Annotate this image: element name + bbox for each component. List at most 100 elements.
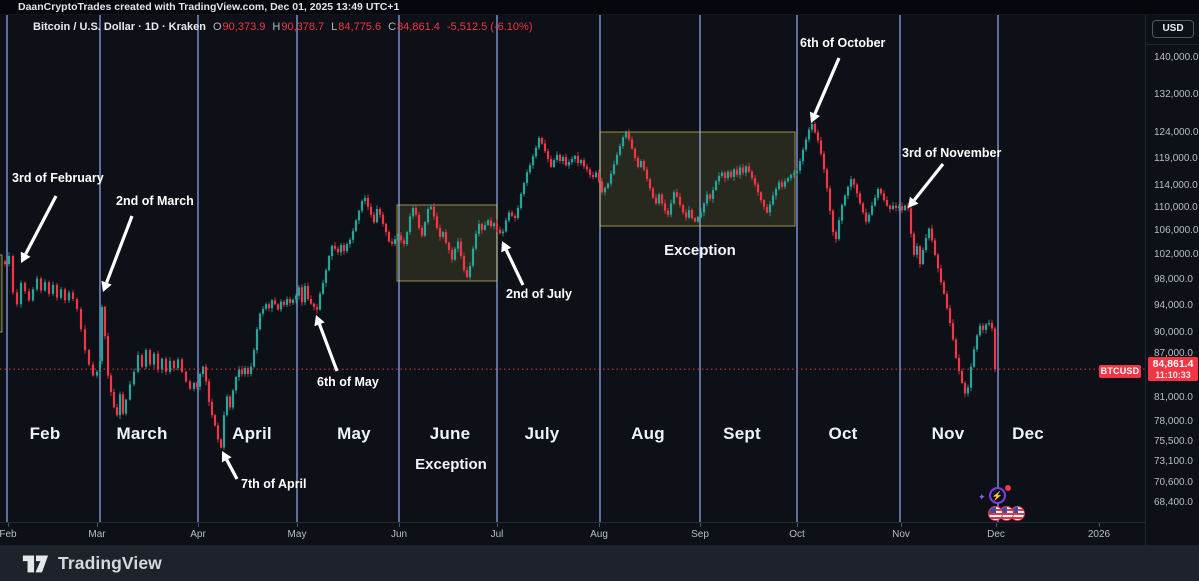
- candle-body: [927, 228, 931, 238]
- candle-body: [118, 394, 122, 416]
- candle-body: [858, 193, 862, 204]
- candle-body: [822, 153, 826, 170]
- candle-body: [993, 328, 997, 370]
- lightning-event-icon[interactable]: ⚡: [989, 487, 1006, 504]
- candle-body: [564, 156, 568, 166]
- annotation-arrow[interactable]: [24, 195, 58, 255]
- price-tick-label: 110,000.0: [1154, 201, 1198, 213]
- price-axis[interactable]: USD 140,000.0 132,000.0 124,000.0 119,000.0…: [1145, 15, 1199, 545]
- candle-body: [900, 206, 904, 211]
- candle-body: [789, 174, 793, 179]
- candle-body: [516, 207, 520, 219]
- time-tick-mark: [1099, 523, 1100, 527]
- candle-body: [936, 254, 940, 269]
- time-tick-mark: [97, 523, 98, 527]
- candle-body: [981, 325, 985, 330]
- exception-box[interactable]: [396, 204, 498, 282]
- price-tick-label: 78,000.0: [1154, 415, 1193, 427]
- symbol-legend-row[interactable]: Bitcoin / U.S. Dollar · 1D · Kraken O90,…: [33, 20, 533, 34]
- candle-body: [654, 197, 658, 204]
- price-tick-label: 70,600.0: [1154, 477, 1193, 489]
- price-tick-label: 73,100.0: [1154, 455, 1193, 467]
- candle-body: [867, 214, 871, 222]
- candle-body: [978, 325, 982, 336]
- axis-header-separator: [1146, 44, 1199, 45]
- candle-body: [831, 210, 835, 233]
- candle-body: [276, 304, 280, 310]
- candle-body: [3, 261, 7, 264]
- candle-body: [798, 161, 802, 171]
- time-axis[interactable]: Feb Mar Apr May Jun Jul Aug Sep Oct Nov Dec 2026: [0, 522, 1145, 545]
- candle-body: [27, 291, 31, 301]
- annotation-arrow[interactable]: [813, 57, 841, 115]
- time-tick-may: May: [287, 529, 307, 540]
- candle-body: [375, 209, 379, 223]
- candlestick-chart-canvas[interactable]: [0, 0, 1145, 545]
- candle-body: [570, 159, 574, 163]
- candle-body: [741, 167, 745, 173]
- candle-body: [462, 256, 466, 271]
- candle-body: [477, 223, 481, 234]
- candle-body: [561, 156, 565, 162]
- annotation-arrow[interactable]: [318, 323, 339, 372]
- candle-body: [357, 210, 361, 221]
- candle-body: [651, 188, 655, 198]
- candle-body: [699, 212, 703, 217]
- annotation-arrowhead: [501, 241, 512, 253]
- candle-body: [234, 377, 238, 391]
- candle-body: [378, 209, 382, 215]
- candle-body: [435, 216, 439, 228]
- candle-body: [67, 292, 71, 301]
- annotation-arrow[interactable]: [105, 215, 134, 284]
- ohlc-values: O90,373.9 H90,378.7 L84,775.6 C84,861.4: [213, 21, 440, 33]
- candle-body: [975, 335, 979, 350]
- candle-body: [735, 169, 739, 175]
- candle-body: [109, 375, 113, 392]
- candle-body: [864, 212, 868, 222]
- candle-body: [969, 366, 973, 388]
- candle-body: [696, 217, 700, 222]
- ohlc-h: H90,378.7: [272, 21, 325, 33]
- candle-body: [915, 246, 919, 255]
- time-tick-apr: Apr: [190, 529, 206, 540]
- exception-box[interactable]: [599, 131, 796, 227]
- candle-body: [369, 206, 373, 215]
- symbol-title[interactable]: Bitcoin / U.S. Dollar · 1D · Kraken: [33, 21, 206, 33]
- candle-body: [408, 216, 412, 233]
- timeline-event-icons[interactable]: ✦ ⚡: [976, 484, 1028, 524]
- annotation-arrowhead: [221, 451, 232, 463]
- candle-body: [897, 206, 901, 208]
- candle-body: [184, 371, 188, 382]
- candle-body: [59, 289, 63, 298]
- candle-body: [888, 205, 892, 209]
- candle-body: [35, 278, 39, 290]
- candle-body: [258, 313, 262, 330]
- candle-body: [930, 228, 934, 241]
- exception-box[interactable]: [0, 254, 3, 333]
- price-tick-label: 140,000.0: [1154, 52, 1199, 63]
- annotation-arrow[interactable]: [504, 249, 525, 286]
- time-tick-mark: [797, 523, 798, 527]
- candle-body: [429, 206, 433, 210]
- candle-body: [441, 232, 445, 237]
- candle-body: [43, 282, 47, 291]
- candle-body: [762, 200, 766, 207]
- us-flag-event-icon[interactable]: [988, 506, 1003, 521]
- candle-body: [55, 284, 59, 298]
- annotation-arrow[interactable]: [912, 163, 945, 202]
- time-tick-aug: Aug: [590, 529, 608, 540]
- candle-body: [840, 205, 844, 221]
- candle-body: [873, 197, 877, 206]
- candle-body: [303, 286, 307, 303]
- candle-body: [723, 172, 727, 179]
- candle-body: [288, 299, 292, 303]
- candle-body: [894, 205, 898, 208]
- candle-body: [945, 293, 949, 309]
- attribution-bar: DaanCryptoTrades created with TradingVie…: [0, 0, 1199, 15]
- candle-body: [807, 129, 811, 140]
- candle-body: [780, 182, 784, 187]
- tradingview-logo-icon[interactable]: [20, 549, 50, 577]
- currency-button[interactable]: USD: [1152, 20, 1194, 38]
- tradingview-logo-text[interactable]: TradingView: [58, 552, 162, 573]
- annotation-arrow[interactable]: [225, 459, 239, 480]
